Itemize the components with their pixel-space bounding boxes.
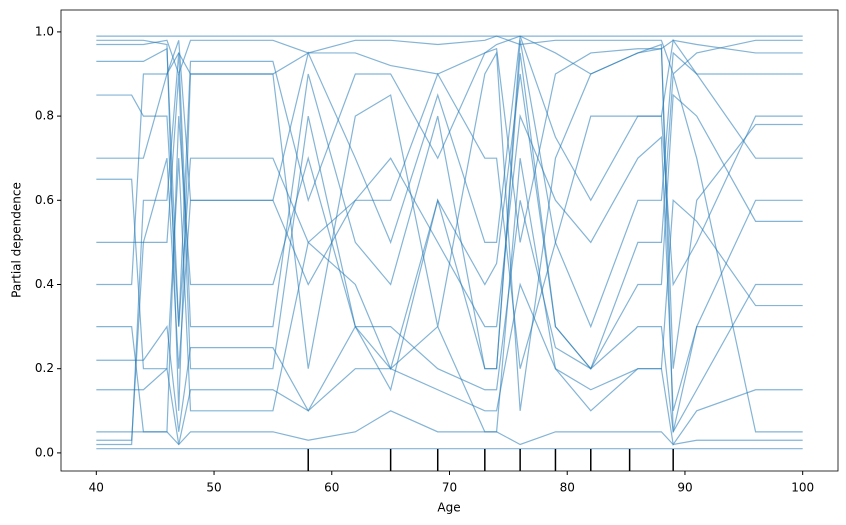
x-tick-label: 90 [677, 481, 692, 495]
ice-line [96, 35, 803, 159]
y-tick-label: 0.8 [35, 109, 54, 123]
ice-line [96, 47, 803, 369]
ice-line [96, 282, 803, 447]
ice-line [96, 73, 803, 433]
y-tick-label: 0.4 [35, 277, 54, 291]
x-axis-label: Age [437, 501, 460, 515]
x-tick-label: 40 [89, 481, 104, 495]
y-tick-label: 1.0 [35, 24, 54, 38]
ice-line [96, 39, 803, 432]
x-tick-label: 100 [791, 481, 814, 495]
x-tick-label: 50 [206, 481, 221, 495]
y-axis-label: Partial dependence [10, 182, 24, 298]
y-tick-label: 0.6 [35, 193, 54, 207]
x-tick-label: 80 [560, 481, 575, 495]
ice-line [96, 52, 803, 441]
ice-line [96, 158, 803, 433]
x-tick-label: 60 [324, 481, 339, 495]
ice-line [96, 410, 803, 446]
x-tick-label: 70 [442, 481, 457, 495]
ice-line [96, 35, 803, 76]
y-tick-label: 0.2 [35, 361, 54, 375]
ice-line [96, 200, 803, 434]
y-tick-label: 0.0 [35, 445, 54, 459]
